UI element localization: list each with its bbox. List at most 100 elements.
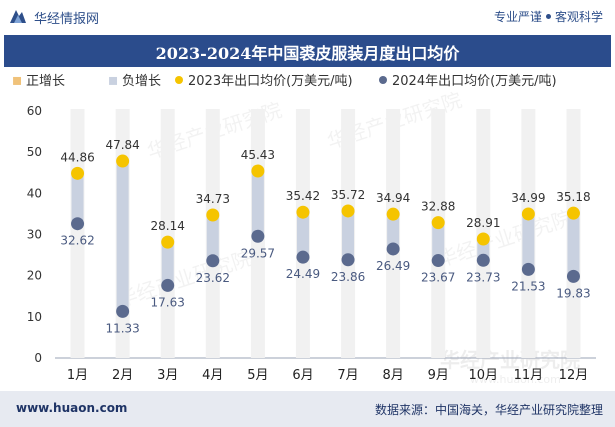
label-2023: 28.14 [151, 219, 185, 233]
point-2024 [161, 278, 175, 292]
label-2023: 45.43 [241, 148, 275, 162]
change-bar [522, 213, 535, 270]
point-2024 [116, 304, 130, 318]
x-tick-label: 7月 [337, 368, 358, 383]
legend-marker-2024 [379, 76, 387, 84]
label-2023: 44.86 [60, 150, 94, 164]
point-2024 [296, 250, 310, 264]
point-2024 [341, 253, 355, 267]
legend-label-positive: 正增长 [26, 74, 65, 89]
slogan-separator-dot [545, 14, 551, 19]
x-tick-label: 4月 [202, 368, 223, 383]
change-bar [387, 214, 400, 249]
change-bar [567, 213, 580, 277]
label-2023: 34.99 [511, 191, 545, 205]
change-bar [342, 210, 355, 260]
month-background-column [160, 109, 175, 358]
y-tick-label: 0 [34, 351, 42, 365]
point-2024 [431, 254, 445, 268]
label-2023: 34.94 [376, 191, 410, 205]
point-2024 [476, 253, 490, 267]
label-2024: 23.62 [196, 271, 230, 285]
point-2023 [431, 216, 445, 230]
label-2024: 23.73 [466, 270, 500, 284]
slogan-left: 专业严谨 [493, 10, 542, 24]
label-2024: 24.49 [286, 267, 320, 281]
y-tick-label: 50 [27, 145, 42, 159]
y-tick-label: 20 [27, 269, 42, 283]
point-2023 [71, 166, 85, 180]
point-2023 [206, 208, 220, 222]
label-2023: 28.91 [466, 216, 500, 230]
x-tick-label: 5月 [247, 368, 268, 383]
header: 华经情报网 专业严谨 客观科学 [0, 0, 615, 33]
label-2023: 32.88 [421, 200, 455, 214]
label-2024: 21.53 [511, 279, 545, 293]
chart-area: 华经产业研究院华经产业研究院华经产业研究院华经产业研究院华经产业研究院www.h… [12, 70, 596, 386]
brand-name: 华经情报网 [34, 12, 100, 27]
point-2023 [251, 164, 265, 178]
point-2024 [386, 242, 400, 256]
label-2024: 11.33 [105, 321, 139, 335]
point-2023 [116, 154, 130, 168]
x-tick-label: 3月 [157, 368, 178, 383]
legend-label-2023: 2023年出口均价(万美元/吨) [188, 74, 353, 89]
slogan: 专业严谨 客观科学 [494, 8, 603, 25]
y-tick-label: 40 [27, 186, 42, 200]
label-2024: 23.86 [331, 270, 365, 284]
label-2023: 34.73 [196, 192, 230, 206]
watermark-url: www.huaon.com [470, 373, 561, 386]
point-2023 [161, 235, 175, 249]
point-2023 [521, 207, 535, 221]
watermark-5: 华经产业研究院 [440, 348, 580, 372]
label-2024: 32.62 [60, 234, 94, 248]
legend-label-negative: 负增长 [122, 74, 161, 89]
legend-marker-2023 [175, 76, 183, 84]
change-bar [432, 222, 445, 261]
footer-url[interactable]: www.huaon.com [16, 401, 128, 415]
point-2024 [71, 217, 85, 231]
label-2023: 35.42 [286, 189, 320, 203]
chart-title: 2023-2024年中国裘皮服装月度出口均价 [155, 44, 460, 63]
change-bar [251, 170, 264, 237]
label-2024: 26.49 [376, 259, 410, 273]
point-2023 [296, 205, 310, 219]
label-2024: 29.57 [241, 246, 275, 260]
change-bar [71, 173, 84, 224]
change-bar [206, 215, 219, 261]
y-tick-label: 60 [27, 104, 42, 118]
legend-marker-positive: ▪ [12, 70, 23, 89]
label-2023: 35.18 [556, 190, 590, 204]
x-tick-label: 6月 [292, 368, 313, 383]
label-2024: 23.67 [421, 271, 455, 285]
label-2024: 19.83 [556, 286, 590, 300]
point-2023 [386, 207, 400, 221]
point-2024 [251, 229, 265, 243]
x-tick-label: 10月 [469, 368, 499, 383]
slogan-right: 客观科学 [554, 10, 603, 24]
x-tick-label: 2月 [112, 368, 133, 383]
change-bar [161, 242, 174, 286]
point-2023 [476, 232, 490, 246]
huajing-logo-icon [10, 10, 26, 23]
point-2024 [566, 269, 580, 283]
change-bar [296, 212, 309, 258]
watermark-4: 华经产业研究院 [434, 206, 575, 272]
x-tick-label: 8月 [382, 368, 403, 383]
label-2023: 47.84 [105, 138, 139, 152]
footer: www.huaon.com 数据来源：中国海关，华经产业研究院整理 [0, 391, 615, 427]
point-2024 [206, 254, 220, 268]
point-2023 [566, 206, 580, 220]
data-source: 数据来源：中国海关，华经产业研究院整理 [374, 403, 603, 417]
y-tick-label: 30 [27, 228, 42, 242]
chart-title-bar: 2023-2024年中国裘皮服装月度出口均价 [4, 35, 611, 67]
label-2023: 35.72 [331, 188, 365, 202]
change-bar [116, 161, 129, 312]
x-tick-label: 1月 [67, 368, 88, 383]
x-tick-label: 12月 [559, 368, 589, 383]
legend-label-2024: 2024年出口均价(万美元/吨) [392, 74, 557, 89]
point-2024 [521, 262, 535, 276]
point-2023 [341, 204, 355, 218]
y-tick-label: 10 [27, 310, 42, 324]
x-tick-label: 9月 [428, 368, 449, 383]
